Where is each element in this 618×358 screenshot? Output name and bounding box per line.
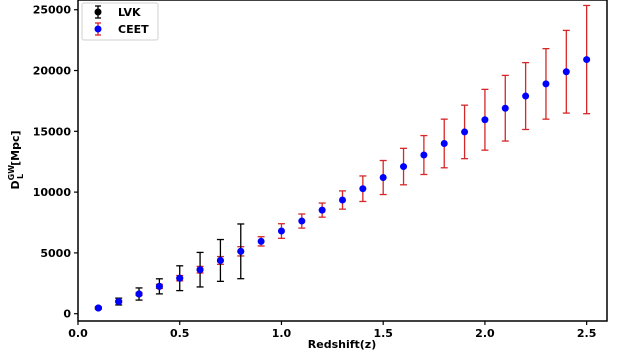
- ceet-point: [277, 227, 285, 235]
- y-axis-ticks: 0 5000 10000 15000 20000 25000: [33, 4, 78, 321]
- ceet-point: [135, 290, 143, 298]
- ceet-point: [237, 247, 245, 255]
- y-axis-label-sup: GW: [7, 165, 16, 181]
- y-tick-label: 15000: [33, 125, 72, 138]
- y-tick-label: 0: [63, 308, 71, 321]
- ceet-point: [298, 217, 306, 225]
- ceet-point: [400, 163, 408, 171]
- x-tick-label: 1.0: [272, 327, 292, 340]
- y-axis-label: DGWL [Mpc]: [7, 130, 25, 189]
- ceet-point: [216, 256, 224, 264]
- x-tick-label: 2.5: [577, 327, 597, 340]
- legend: LVK CEET: [81, 2, 159, 41]
- legend-label-lvk: LVK: [118, 6, 141, 19]
- ceet-point: [583, 56, 591, 64]
- ceet-point: [359, 185, 367, 193]
- x-tick-label: 2.0: [475, 327, 495, 340]
- legend-lvk-marker: [94, 8, 102, 16]
- x-axis-label: Redshift(z): [308, 338, 376, 351]
- x-tick-label: 0.0: [68, 327, 88, 340]
- ceet-point: [196, 266, 204, 274]
- y-axis-label-main: D: [9, 180, 22, 189]
- legend-entry-ceet: CEET: [94, 22, 149, 36]
- errorbars-layer: [94, 4, 591, 310]
- y-tick-label: 5000: [40, 247, 71, 260]
- ceet-point: [379, 174, 387, 182]
- ceet-point: [176, 274, 184, 282]
- y-tick-label: 20000: [33, 65, 72, 78]
- ceet-point: [461, 128, 469, 136]
- ceet-point: [440, 139, 448, 147]
- y-tick-label: 10000: [33, 186, 72, 199]
- plot-frame: [77, 0, 608, 322]
- ceet-point: [522, 92, 530, 100]
- ceet-point: [318, 206, 326, 214]
- markers-layer: [94, 56, 591, 312]
- ceet-point: [562, 68, 570, 76]
- ceet-point: [257, 237, 265, 245]
- legend-entry-lvk: LVK: [94, 5, 141, 19]
- x-tick-label: 1.5: [373, 327, 393, 340]
- x-axis-ticks: 0.0 0.5 1.0 1.5 2.0 2.5: [68, 321, 596, 340]
- ceet-point: [542, 80, 550, 88]
- y-axis-label-unit: [Mpc]: [9, 130, 22, 165]
- legend-label-ceet: CEET: [118, 23, 149, 36]
- ceet-point: [481, 116, 489, 124]
- y-axis-label-sub: L: [16, 174, 25, 179]
- ceet-point: [155, 282, 163, 290]
- y-tick-label: 25000: [33, 4, 72, 17]
- ceet-point: [339, 196, 346, 204]
- ceet-point: [501, 104, 509, 112]
- legend-ceet-marker: [94, 25, 102, 33]
- x-tick-label: 0.5: [170, 327, 190, 340]
- ceet-point: [94, 304, 102, 312]
- ceet-point: [115, 298, 123, 306]
- ceet-point: [420, 151, 428, 159]
